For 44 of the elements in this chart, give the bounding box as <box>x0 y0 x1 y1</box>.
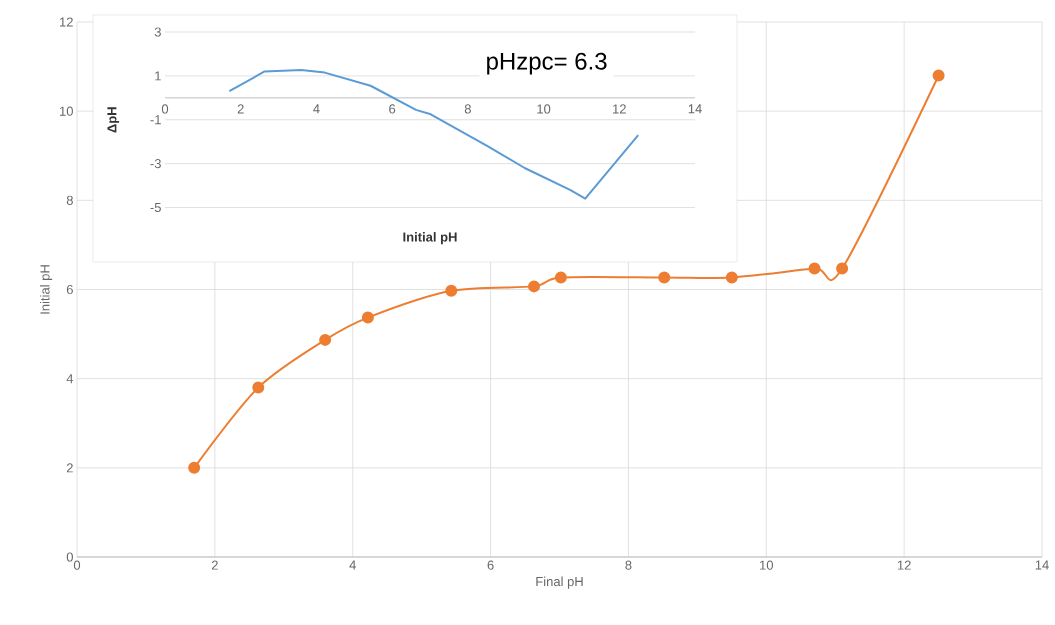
x-tick-label: 12 <box>897 560 911 570</box>
y-tick-label: 0 <box>66 552 73 562</box>
x-tick-label: 6 <box>389 104 396 114</box>
x-tick-label: 4 <box>313 104 320 114</box>
point <box>836 262 849 275</box>
point <box>319 333 332 346</box>
y-tick-label: 8 <box>66 195 73 205</box>
x-tick-label: 8 <box>464 104 471 114</box>
annotation: pHzpc= 6.3 <box>487 52 607 75</box>
point <box>252 381 265 394</box>
point <box>554 271 567 284</box>
x-axis-title: Final pH <box>536 576 583 589</box>
y-tick-label: 1 <box>155 71 161 81</box>
x-axis-title: Initial pH <box>403 232 457 245</box>
point <box>445 284 458 297</box>
x-tick-label: 4 <box>349 560 356 570</box>
y-tick-label: 2 <box>66 463 73 473</box>
y-tick-label: 3 <box>154 27 161 37</box>
x-tick-label: 10 <box>760 560 774 570</box>
point <box>361 311 374 324</box>
y-axis-title: Initial pH <box>40 265 53 314</box>
y-tick-label: 6 <box>66 284 73 295</box>
x-tick-label: 12 <box>613 104 626 114</box>
x-tick-label: 14 <box>1035 560 1049 570</box>
point <box>808 262 821 275</box>
y-tick-label: -3 <box>150 159 161 169</box>
point <box>528 280 540 293</box>
y-tick-label: -1 <box>150 115 161 125</box>
point <box>932 69 945 82</box>
x-tick-label: 14 <box>688 104 702 114</box>
x-tick-label: 8 <box>625 560 632 570</box>
point <box>658 271 671 284</box>
y-axis-title: ΔpH <box>107 107 120 133</box>
point <box>188 461 201 474</box>
x-tick-label: 6 <box>487 560 494 570</box>
point <box>725 271 738 284</box>
y-tick-label: 4 <box>66 374 74 384</box>
x-tick-label: 0 <box>161 104 169 114</box>
x-tick-label: 2 <box>211 560 218 570</box>
x-tick-label: 0 <box>73 560 81 570</box>
y-tick-label: -5 <box>150 202 161 213</box>
x-tick-label: 10 <box>537 104 551 114</box>
y-tick-label: 12 <box>60 17 73 27</box>
x-tick-label: 2 <box>237 104 244 114</box>
